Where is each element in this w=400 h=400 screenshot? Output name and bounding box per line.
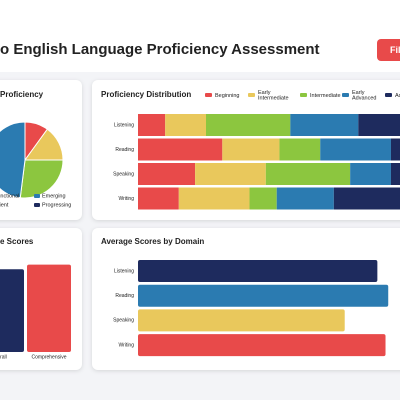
bar-segment [320,138,391,161]
bar-segment [290,114,359,136]
bar-segment [249,187,277,210]
legend-label: Progressing [42,202,71,208]
bar-segment [390,138,400,161]
y-tick-label: Listening [114,268,134,274]
bar-segment [350,163,391,185]
y-tick-label: Reading [115,147,134,153]
bar-segment [138,114,166,136]
bar [0,269,24,352]
card-title: e Scores [0,237,34,246]
legend-swatch [205,93,212,97]
bar-segment [276,187,334,210]
card-title: Proficiency Distribution [101,90,191,99]
legend-label: Beginning [215,93,239,99]
bar [138,284,389,307]
legend-label: Ad [395,93,400,99]
bar [138,260,378,282]
legend-swatch [342,93,349,97]
bar-segment [165,114,206,136]
legend-swatch [34,203,40,207]
bar-segment [138,138,223,161]
bar-segment [222,138,280,161]
bar-segment [138,187,179,210]
y-tick-label: Writing [119,342,135,348]
legend-swatch [385,93,392,97]
filter-button[interactable] [377,39,400,61]
legend-label: Early Intermediate [258,90,289,102]
bar-segment [390,163,400,185]
bar [138,309,345,332]
y-tick-label: Listening [114,122,134,128]
y-tick-label: Speaking [113,318,134,324]
page-title: o English Language Proficiency Assessmen… [0,41,320,58]
bar-segment [333,187,400,210]
card-title: Proficiency [0,90,44,99]
pie-slice [0,121,26,199]
bar [138,334,386,357]
card-title: Average Scores by Domain [101,237,204,246]
bar-segment [206,114,291,136]
bar-segment [195,163,266,185]
bar-segment [265,163,351,185]
y-tick-label: Writing [119,196,135,202]
header-bar [0,0,400,72]
legend-label: Early Advanced [352,90,376,102]
y-tick-label: Speaking [113,171,134,177]
legend-swatch [300,93,307,97]
bar-segment [178,187,250,210]
legend-label: Emerging [42,193,66,199]
filter-button-label[interactable]: Fil [390,45,400,55]
legend-swatch [248,93,255,97]
x-tick-label: erall [0,354,7,360]
legend-label: Functional [0,193,19,199]
bar-segment [138,163,196,185]
pie-slice [19,159,64,199]
x-tick-label: Comprehensive [31,354,66,360]
bar-segment [279,138,321,161]
legend-label: Intermediate [310,93,341,99]
y-tick-label: Reading [115,293,134,299]
legend-swatch [34,194,40,198]
bar-segment [358,114,400,136]
bar [27,264,71,352]
legend-label: ficient [0,202,9,208]
